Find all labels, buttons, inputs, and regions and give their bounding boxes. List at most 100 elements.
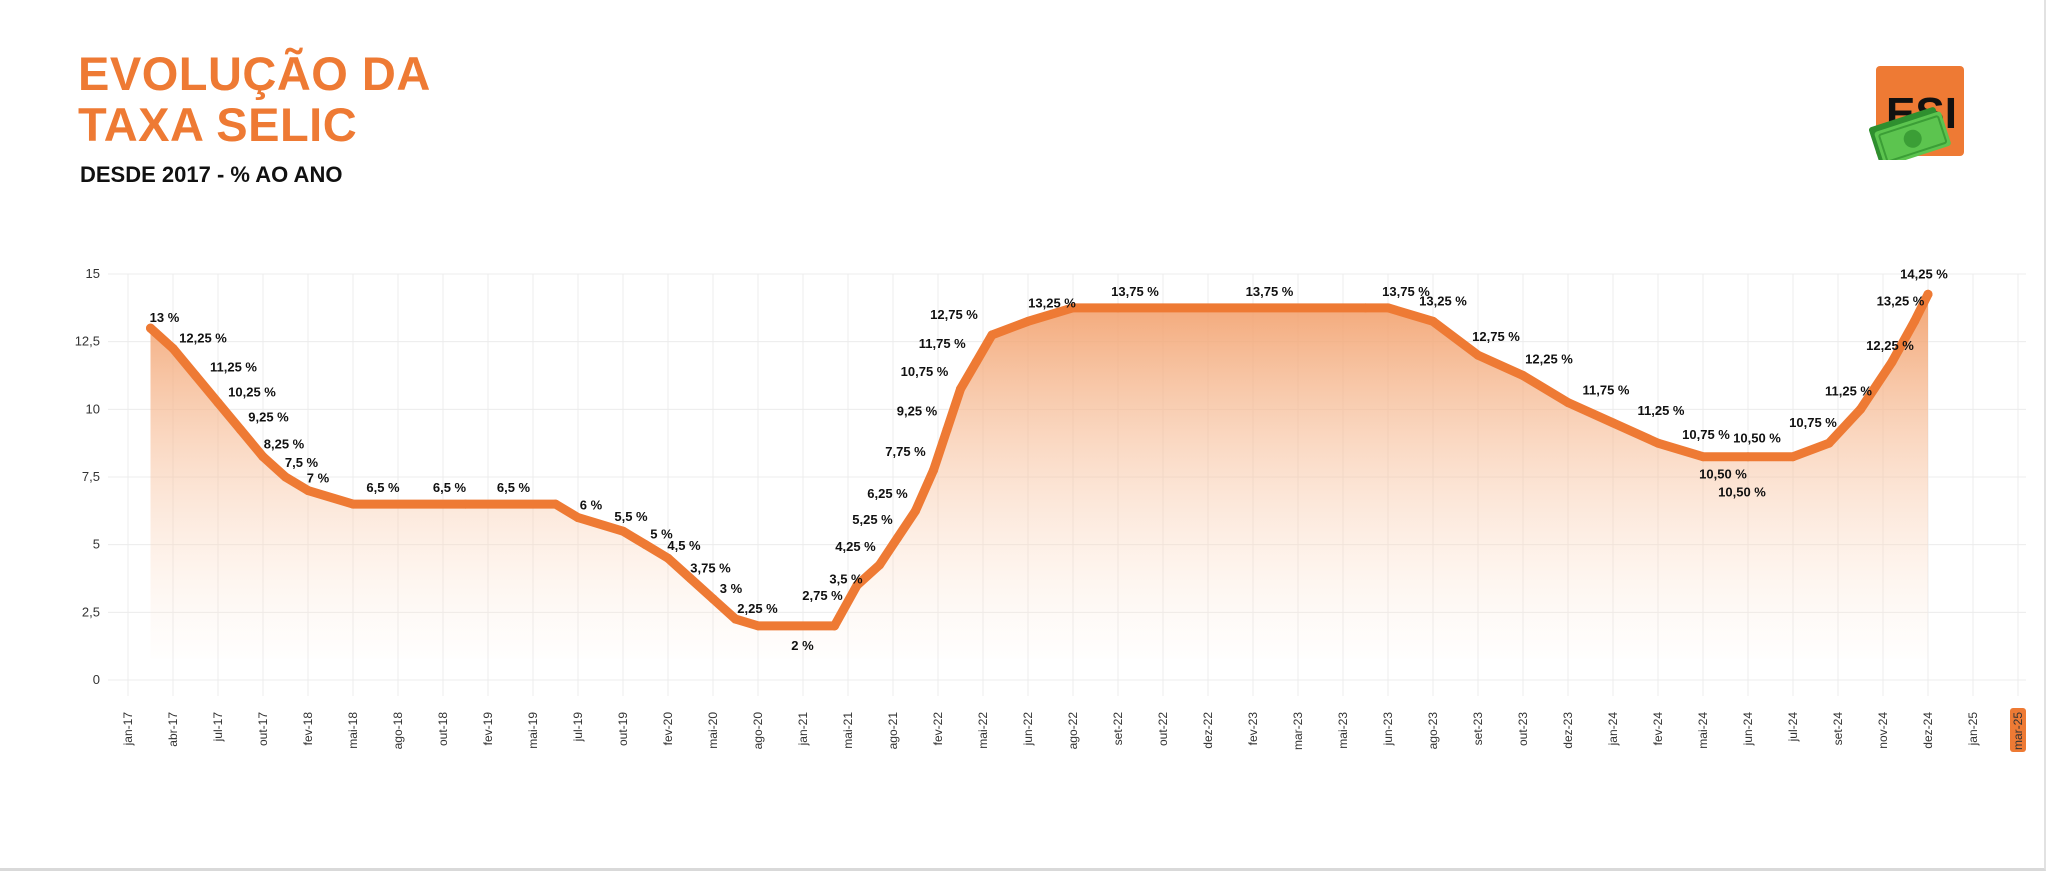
- data-label: 13,75 %: [1382, 284, 1430, 299]
- x-tick-label: nov-24: [1876, 712, 1890, 749]
- data-label: 5,25 %: [852, 512, 893, 527]
- series-area: [150, 294, 1928, 659]
- data-point: [1743, 452, 1753, 462]
- x-tick-label: ago-22: [1066, 712, 1080, 750]
- data-point: [236, 425, 245, 435]
- data-label: 11,25 %: [1825, 383, 1872, 398]
- data-point: [551, 499, 560, 509]
- data-label: 13 %: [150, 310, 180, 325]
- x-tick-label: mar-23: [1291, 712, 1305, 750]
- x-tick-label: fev-24: [1651, 712, 1665, 746]
- x-tick-label: jun-22: [1021, 712, 1035, 747]
- data-point: [146, 323, 155, 333]
- x-tick-label: mai-24: [1696, 712, 1710, 749]
- data-point: [1518, 371, 1528, 380]
- data-point: [1383, 303, 1393, 313]
- x-tick-label: mai-20: [706, 712, 720, 749]
- data-label: 10,50 %: [1733, 431, 1781, 446]
- x-tick-label: fev-22: [931, 712, 945, 746]
- data-label: 14,25 %: [1900, 266, 1948, 281]
- data-label: 7,5 %: [285, 455, 319, 470]
- data-point: [641, 540, 650, 550]
- data-point: [1023, 316, 1033, 326]
- data-label: 6,25 %: [867, 486, 908, 501]
- data-label: 4,5 %: [667, 538, 701, 553]
- data-label: 2 %: [791, 638, 814, 653]
- data-point: [191, 371, 200, 380]
- x-tick-label: mai-22: [976, 712, 990, 749]
- data-label: 2,75 %: [802, 588, 843, 603]
- x-tick-label: dez-23: [1561, 712, 1575, 749]
- x-tick-label: ago-20: [751, 712, 765, 750]
- x-tick-label: dez-24: [1921, 712, 1935, 749]
- y-tick-label: 15: [86, 266, 100, 281]
- data-label: 10,25 %: [228, 385, 276, 400]
- x-tick-label: fev-20: [661, 712, 675, 746]
- data-label: 13,75 %: [1246, 284, 1294, 299]
- x-tick-label: jun-24: [1741, 712, 1755, 747]
- data-point: [258, 452, 268, 462]
- data-point: [1698, 452, 1708, 462]
- x-tick-label: out-22: [1156, 712, 1170, 746]
- data-label: 12,75 %: [1472, 329, 1520, 344]
- x-tick-label: jan-21: [796, 712, 810, 747]
- data-label: 6 %: [580, 498, 603, 513]
- data-point: [956, 384, 965, 394]
- data-label: 10,50 %: [1718, 485, 1766, 500]
- x-tick-label: out-18: [436, 712, 450, 746]
- data-point: [708, 594, 718, 604]
- data-label: 6,5 %: [366, 480, 400, 495]
- data-point: [348, 499, 358, 509]
- data-label: 11,75 %: [1583, 383, 1630, 398]
- data-label: 12,75 %: [930, 307, 978, 322]
- data-point: [1824, 438, 1834, 448]
- data-point: [1068, 303, 1078, 313]
- x-tick-highlight: [2010, 708, 2026, 752]
- data-point: [1923, 289, 1933, 299]
- data-label: 13,25 %: [1028, 295, 1076, 310]
- x-tick-label: jan-24: [1606, 712, 1620, 747]
- data-point: [213, 398, 223, 408]
- data-point: [1788, 452, 1798, 462]
- data-label: 3,5 %: [829, 571, 863, 586]
- data-point: [731, 614, 740, 624]
- money-bills-icon: [1868, 107, 1951, 160]
- x-tick-label: ago-21: [886, 712, 900, 750]
- data-point: [1473, 350, 1483, 360]
- x-axis: jan-17 abr-17 jul-17 out-17 fev-18 mai-18 ago-…: [121, 708, 2026, 752]
- data-point: [168, 343, 178, 353]
- data-label: 12,25 %: [179, 330, 227, 345]
- data-label: 8,25 %: [264, 437, 305, 452]
- x-tick-label: mai-23: [1336, 712, 1350, 749]
- data-point: [1608, 418, 1618, 428]
- data-label: 6,5 %: [433, 480, 467, 495]
- y-tick-label: 10: [86, 401, 100, 416]
- data-point: [686, 574, 695, 583]
- data-point: [911, 506, 920, 516]
- data-label: 10,50 %: [1699, 467, 1747, 482]
- data-point: [987, 330, 997, 340]
- data-point: [1856, 404, 1865, 414]
- data-point: [929, 465, 938, 475]
- x-tick-label: ago-18: [391, 712, 405, 750]
- x-tick-label: jan-17: [121, 712, 135, 747]
- data-label: 3,75 %: [690, 561, 731, 576]
- y-tick-label: 2,5: [82, 604, 100, 619]
- x-tick-label: dez-22: [1201, 712, 1215, 749]
- data-label: 9,25 %: [897, 404, 938, 419]
- data-label: 13,25 %: [1419, 293, 1467, 308]
- data-label: 5,5 %: [614, 509, 648, 524]
- x-tick-label: jul-19: [571, 712, 585, 743]
- x-tick-label: fev-23: [1246, 712, 1260, 746]
- data-point: [618, 526, 628, 536]
- title-line-2: TAXA SELIC: [78, 98, 358, 151]
- data-label: 5 %: [650, 527, 673, 542]
- x-tick-label: set-23: [1471, 712, 1485, 746]
- data-point: [303, 486, 313, 496]
- data-label: 10,75 %: [1682, 427, 1730, 442]
- data-label: 4,25 %: [835, 539, 876, 554]
- x-tick-label: fev-19: [481, 712, 495, 746]
- data-point: [830, 621, 839, 631]
- data-point: [753, 621, 763, 631]
- y-tick-label: 5: [93, 537, 100, 552]
